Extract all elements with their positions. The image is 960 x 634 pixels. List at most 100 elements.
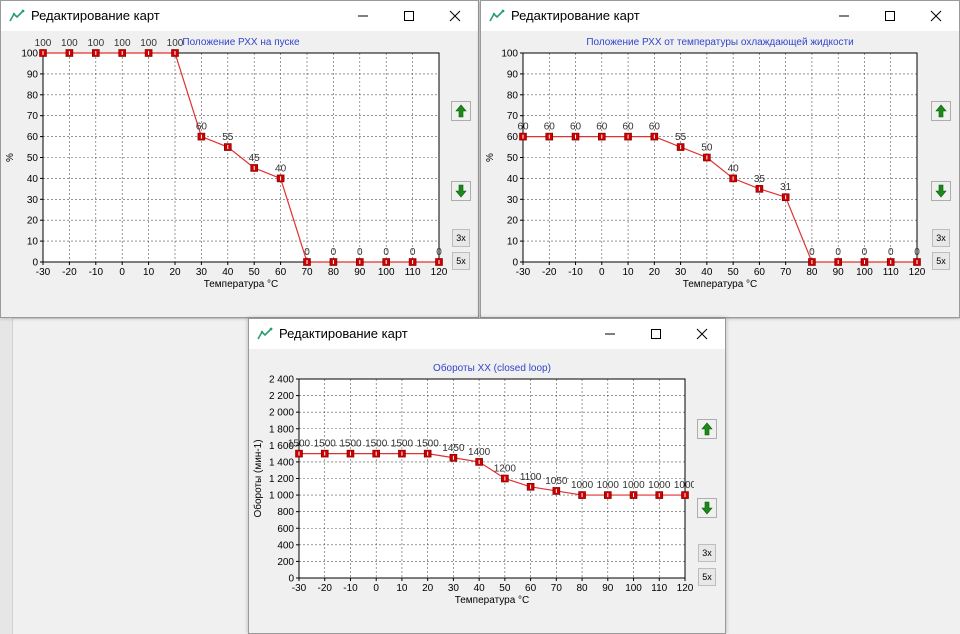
data-label: 55: [675, 132, 687, 143]
minimize-icon: [358, 15, 368, 17]
close-button[interactable]: [432, 1, 478, 31]
minimize-button[interactable]: [340, 1, 386, 31]
x-tick-label: 120: [677, 583, 694, 594]
value-up-button[interactable]: [451, 101, 471, 121]
x-tick-label: 30: [675, 267, 687, 278]
x-tick-label: 70: [301, 267, 313, 278]
y-tick-label: 1 200: [269, 474, 294, 485]
y-tick-label: 600: [277, 524, 294, 535]
zoom-3x-button[interactable]: 3x: [698, 544, 716, 562]
x-tick-label: 100: [378, 267, 395, 278]
y-tick-label: 0: [32, 258, 38, 269]
x-tick-label: -10: [343, 583, 358, 594]
map-editor-window-start: Редактирование карт Положение РХХ на пус…: [0, 0, 479, 318]
x-tick-label: 110: [405, 267, 421, 278]
title-bar[interactable]: Редактирование карт: [481, 1, 959, 31]
maximize-button[interactable]: [867, 1, 913, 31]
x-tick-label: 40: [701, 267, 713, 278]
minimize-icon: [839, 15, 849, 17]
value-up-button[interactable]: [931, 101, 951, 121]
x-tick-label: 20: [649, 267, 661, 278]
window-title: Редактирование карт: [31, 8, 160, 23]
x-axis-label: Температура °C: [455, 595, 530, 606]
x-tick-label: 40: [222, 267, 234, 278]
x-tick-label: 60: [754, 267, 766, 278]
data-label: 100: [61, 38, 78, 49]
x-tick-label: 70: [780, 267, 792, 278]
data-label: 1500: [339, 439, 362, 450]
y-tick-label: 10: [507, 237, 519, 248]
chart-start-valve-position: Положение РХХ на пуске -30 -20 -10 0 10 20 30 40…: [5, 37, 448, 290]
value-up-button[interactable]: [697, 419, 717, 439]
zoom-5x-button[interactable]: 5x: [932, 252, 950, 270]
map-editor-window-coolant: Редактирование карт Положение РХХ от тем…: [480, 0, 960, 318]
arrow-down-icon: [701, 501, 713, 515]
close-button[interactable]: [913, 1, 959, 31]
y-tick-label: 0: [512, 258, 518, 269]
data-label: 40: [275, 163, 287, 174]
zoom-3x-button[interactable]: 3x: [452, 229, 470, 247]
map-editor-window-idle-rpm: Редактирование карт Обороты ХХ (closed l…: [248, 318, 726, 634]
x-tick-label: 10: [143, 267, 155, 278]
maximize-icon: [404, 11, 414, 21]
value-down-button[interactable]: [451, 181, 471, 201]
y-tick-label: 1 000: [269, 491, 294, 502]
y-tick-label: 30: [27, 195, 39, 206]
x-axis-label: Температура °C: [683, 279, 758, 290]
maximize-button[interactable]: [633, 319, 679, 349]
y-tick-label: 100: [501, 49, 518, 60]
data-label: 0: [809, 247, 815, 258]
data-label: 1500: [391, 439, 414, 450]
data-label: 60: [596, 122, 608, 133]
x-tick-label: 50: [728, 267, 740, 278]
data-label: 0: [888, 247, 894, 258]
maximize-button[interactable]: [386, 1, 432, 31]
x-tick-label: 110: [651, 583, 667, 594]
data-label: 0: [331, 247, 337, 258]
minimize-button[interactable]: [587, 319, 633, 349]
y-tick-label: 400: [277, 540, 294, 551]
x-tick-label: 110: [883, 267, 899, 278]
y-tick-label: 1 600: [269, 441, 294, 452]
x-tick-label: 100: [625, 583, 642, 594]
minimize-button[interactable]: [821, 1, 867, 31]
x-tick-label: -30: [292, 583, 307, 594]
x-tick-label: 90: [602, 583, 614, 594]
x-tick-label: -20: [62, 267, 77, 278]
series-line: [523, 135, 917, 263]
zoom-5x-button[interactable]: 5x: [698, 568, 716, 586]
data-label: 1000: [674, 480, 694, 491]
data-label: 0: [304, 247, 310, 258]
title-bar[interactable]: Редактирование карт: [249, 319, 725, 349]
x-tick-label: -10: [568, 267, 583, 278]
y-axis-label: Обороты (мин-1): [252, 439, 264, 517]
data-label: 1400: [468, 447, 491, 458]
data-label: 1200: [494, 464, 517, 475]
title-bar[interactable]: Редактирование карт: [1, 1, 478, 31]
data-label: 1500: [417, 439, 440, 450]
value-down-button[interactable]: [931, 181, 951, 201]
x-tick-label: 0: [599, 267, 605, 278]
zoom-5x-button[interactable]: 5x: [452, 252, 470, 270]
data-label: 60: [623, 122, 635, 133]
data-label: 1000: [648, 480, 671, 491]
x-tick-label: 90: [354, 267, 366, 278]
series-line: [43, 52, 439, 263]
x-tick-label: 40: [474, 583, 486, 594]
data-label: 0: [436, 247, 442, 258]
chart-title: Обороты ХХ (closed loop): [433, 362, 551, 374]
zoom-3x-button[interactable]: 3x: [932, 229, 950, 247]
data-label: 60: [544, 122, 556, 133]
y-tick-label: 1 400: [269, 457, 294, 468]
y-axis-label: %: [5, 153, 16, 162]
y-tick-label: 30: [507, 195, 519, 206]
x-tick-label: 60: [275, 267, 287, 278]
value-down-button[interactable]: [697, 498, 717, 518]
data-label: 31: [780, 182, 792, 193]
arrow-up-icon: [935, 104, 947, 118]
y-tick-label: 0: [288, 574, 294, 585]
data-label: 1450: [442, 443, 465, 454]
data-label: 60: [196, 122, 208, 133]
close-button[interactable]: [679, 319, 725, 349]
data-label: 50: [701, 143, 713, 154]
